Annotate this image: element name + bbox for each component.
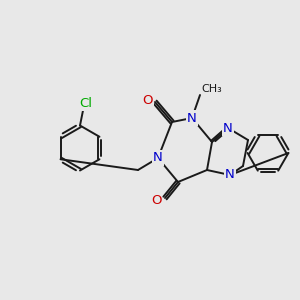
Text: Cl: Cl [79, 97, 92, 110]
Text: N: N [225, 169, 235, 182]
Text: O: O [151, 194, 161, 208]
Text: N: N [187, 112, 197, 124]
Text: N: N [153, 152, 163, 164]
Text: O: O [142, 94, 153, 107]
Text: CH₃: CH₃ [202, 84, 222, 94]
Text: N: N [223, 122, 233, 134]
